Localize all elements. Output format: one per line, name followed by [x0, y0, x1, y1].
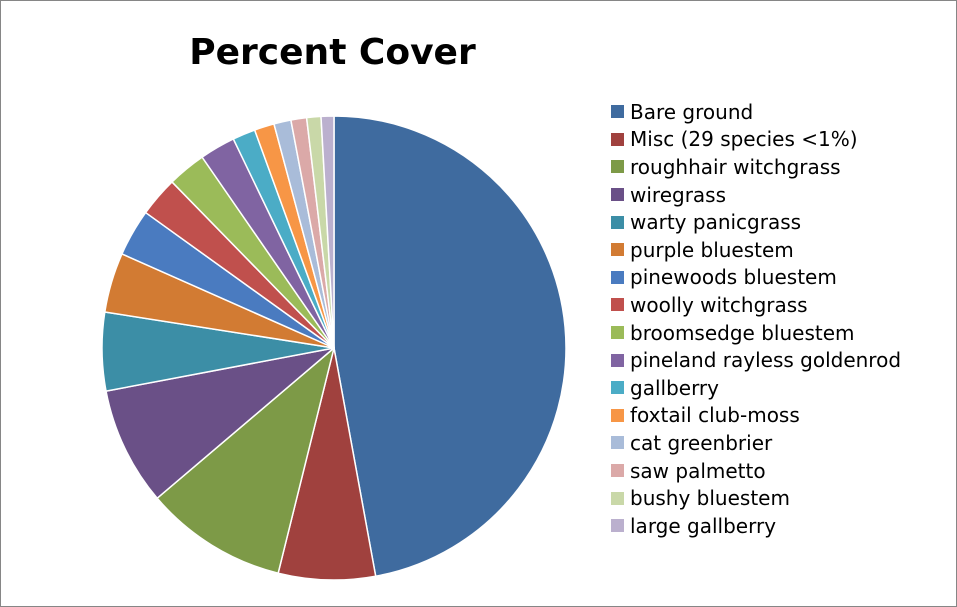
legend-label: gallberry — [630, 375, 719, 400]
legend-swatch — [611, 105, 624, 119]
legend-item: purple bluestem — [611, 236, 901, 264]
legend-swatch — [611, 188, 624, 202]
legend-item: broomsedge bluestem — [611, 319, 901, 347]
legend-label: pineland rayless goldenrod — [630, 348, 902, 373]
legend-label: pinewoods bluestem — [630, 265, 837, 290]
legend-swatch — [611, 436, 624, 450]
legend-swatch — [611, 326, 624, 340]
legend-label: purple bluestem — [630, 237, 794, 262]
legend-label: woolly witchgrass — [630, 292, 808, 317]
legend-item: pineland rayless goldenrod — [611, 346, 901, 374]
legend-item: large gallberry — [611, 512, 901, 540]
legend-label: saw palmetto — [630, 458, 766, 483]
legend-swatch — [611, 132, 624, 146]
legend-swatch — [611, 215, 624, 229]
legend-swatch — [611, 491, 624, 505]
legend-label: warty panicgrass — [630, 210, 802, 235]
legend-label: roughhair witchgrass — [630, 154, 841, 179]
legend-label: Misc (29 species <1%) — [630, 127, 858, 152]
legend-swatch — [611, 408, 624, 422]
legend-item: roughhair witchgrass — [611, 153, 901, 181]
pie-slice — [156, 347, 335, 574]
legend-swatch — [611, 464, 624, 478]
legend-label: bushy bluestem — [630, 486, 790, 511]
pie-slice — [105, 347, 335, 499]
legend-item: warty panicgrass — [611, 208, 901, 236]
legend: Bare ground Misc (29 species <1%) roughhai… — [611, 98, 901, 540]
legend-item: foxtail club-moss — [611, 402, 901, 430]
legend-swatch — [611, 270, 624, 284]
legend-swatch — [611, 353, 624, 367]
legend-swatch — [611, 160, 624, 174]
legend-label: wiregrass — [630, 182, 727, 207]
legend-label: large gallberry — [630, 513, 777, 538]
pie-slice — [333, 115, 567, 577]
legend-swatch — [611, 298, 624, 312]
legend-item: saw palmetto — [611, 457, 901, 485]
legend-item: woolly witchgrass — [611, 291, 901, 319]
legend-label: cat greenbrier — [630, 430, 773, 455]
legend-label: Bare ground — [630, 99, 754, 124]
chart-title: Percent Cover — [189, 32, 476, 73]
legend-label: broomsedge bluestem — [630, 320, 855, 345]
legend-item: cat greenbrier — [611, 429, 901, 457]
legend-swatch — [611, 381, 624, 395]
legend-item: Misc (29 species <1%) — [611, 126, 901, 154]
pie-slice — [320, 115, 335, 349]
legend-item: gallberry — [611, 374, 901, 402]
legend-item: Bare ground — [611, 98, 901, 126]
legend-item: bushy bluestem — [611, 484, 901, 512]
legend-item: wiregrass — [611, 181, 901, 209]
legend-swatch — [611, 519, 624, 533]
legend-item: pinewoods bluestem — [611, 264, 901, 292]
legend-swatch — [611, 243, 624, 257]
legend-label: foxtail club-moss — [630, 403, 800, 428]
